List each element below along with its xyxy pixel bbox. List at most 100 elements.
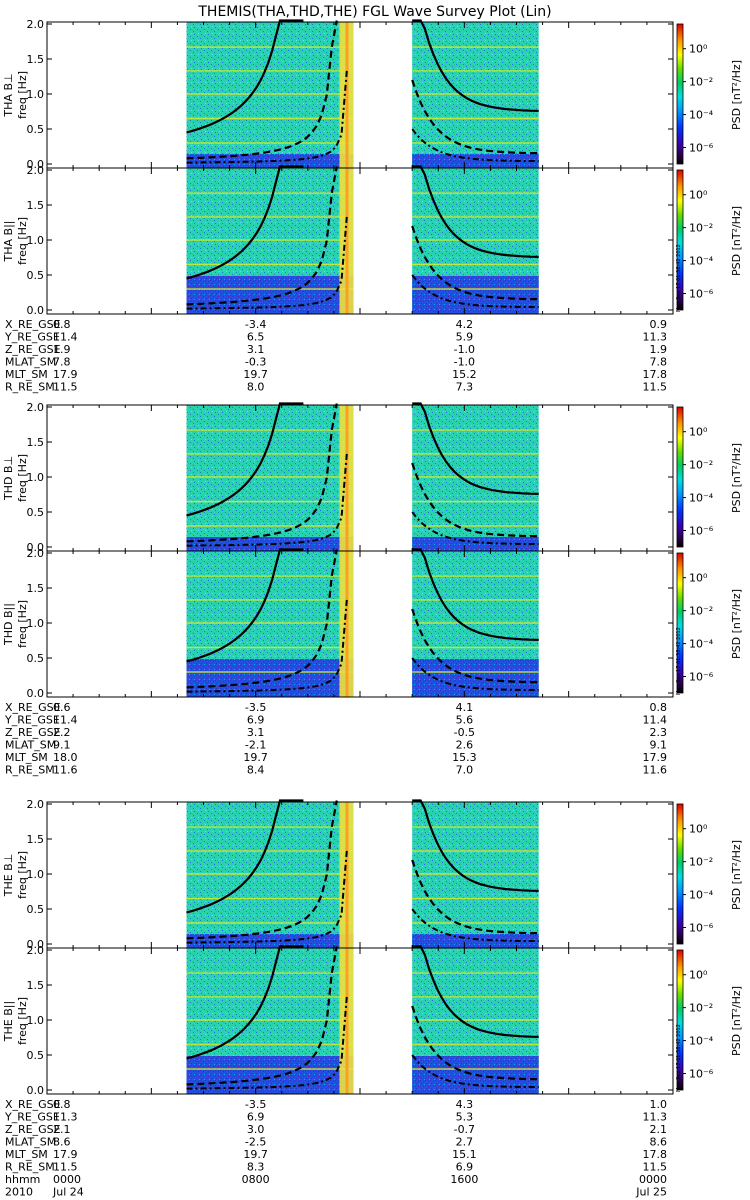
time-axis-value: 0000 bbox=[53, 1173, 81, 1186]
ephemeris-value: 3.0 bbox=[247, 1123, 265, 1136]
model-curve-dashdot bbox=[411, 128, 539, 163]
ephemeris-value: 0.6 bbox=[53, 701, 71, 714]
ephemeris-value: 0.9 bbox=[650, 318, 668, 331]
colorbar-label: PSD [nT²/Hz] bbox=[730, 60, 743, 130]
ephemeris-value: 17.9 bbox=[53, 1148, 78, 1161]
ephemeris-value: 6.9 bbox=[456, 1161, 474, 1174]
ephemeris-value: 11.5 bbox=[53, 381, 78, 394]
ephemeris-value: 17.8 bbox=[643, 368, 668, 381]
ephemeris-value: 2.2 bbox=[53, 726, 71, 739]
colorbar bbox=[676, 406, 684, 548]
ephemeris-value: -2.5 bbox=[245, 1136, 266, 1149]
model-curve-dashdot bbox=[411, 657, 539, 692]
ephemeris-value: 3.1 bbox=[247, 343, 265, 356]
ephemeris-value: 17.9 bbox=[643, 751, 668, 764]
freq-axis-label: freq [Hz] bbox=[16, 217, 29, 265]
colorbar-tick-label: 10⁰ bbox=[689, 572, 708, 585]
colorbar bbox=[676, 803, 684, 945]
ephemeris-value: 7.0 bbox=[456, 764, 474, 777]
panel-label: THE B⊥ bbox=[2, 854, 15, 898]
ephemeris-value: 11.3 bbox=[643, 1111, 668, 1124]
model-curve-dashed bbox=[411, 859, 539, 935]
ephemeris-value: 11.6 bbox=[53, 764, 78, 777]
y-tick-label: 1.5 bbox=[27, 582, 45, 595]
ephemeris-value: 6.5 bbox=[247, 331, 265, 344]
ephemeris-value: -0.7 bbox=[454, 1123, 475, 1136]
colorbar-tick-label: 10⁰ bbox=[689, 189, 708, 202]
low-frequency-noise bbox=[186, 537, 354, 551]
y-tick-label: 2.0 bbox=[27, 944, 45, 957]
panel-frame bbox=[46, 167, 674, 315]
panel-frame bbox=[46, 21, 674, 169]
ephemeris-value: 15.1 bbox=[452, 1148, 477, 1161]
y-tick-label: 0.0 bbox=[27, 687, 45, 700]
ephemeris-value: 15.3 bbox=[452, 751, 477, 764]
model-curve-solid bbox=[186, 799, 304, 914]
colorbar bbox=[676, 23, 684, 165]
model-curve-dashed bbox=[186, 20, 338, 160]
time-axis-row-label: 2010 bbox=[5, 1186, 33, 1199]
y-tick-label: 1.5 bbox=[27, 53, 45, 66]
panel-frame bbox=[46, 801, 674, 949]
ephemeris-value: 8.4 bbox=[247, 764, 265, 777]
ephemeris-name: X_RE_GSE bbox=[5, 1098, 61, 1111]
colorbar-tick-label: 10⁻² bbox=[689, 76, 713, 89]
ephemeris-value: 11.6 bbox=[643, 764, 668, 777]
time-axis-value: 0800 bbox=[242, 1173, 270, 1186]
panel-frame bbox=[46, 947, 674, 1095]
ephemeris-value: 19.7 bbox=[243, 368, 268, 381]
ephemeris-name: Z_RE_GSE bbox=[5, 343, 61, 356]
ephemeris-value: -0.3 bbox=[245, 356, 266, 369]
ephemeris-value: 11.3 bbox=[643, 331, 668, 344]
low-frequency-noise bbox=[186, 1056, 354, 1094]
model-curve-solid bbox=[186, 402, 304, 517]
ephemeris-value: 2.1 bbox=[53, 1123, 71, 1136]
model-curve-solid bbox=[412, 945, 539, 1038]
ephemeris-value: 11.3 bbox=[53, 1111, 78, 1124]
y-tick-label: 1.0 bbox=[27, 617, 45, 630]
model-curve-solid bbox=[412, 165, 539, 258]
ephemeris-value: -3.4 bbox=[245, 318, 266, 331]
colorbar-tick-label: 10⁻² bbox=[689, 459, 713, 472]
low-frequency-noise bbox=[186, 154, 354, 168]
y-tick-label: 0.5 bbox=[27, 652, 45, 665]
ephemeris-value: 18.0 bbox=[53, 751, 78, 764]
panel-label: THA B⊥ bbox=[2, 73, 15, 117]
model-curve-dashdot bbox=[411, 511, 539, 546]
model-curve-solid bbox=[186, 945, 304, 1060]
ephemeris-value: 7.8 bbox=[53, 356, 71, 369]
ephemeris-value: 3.1 bbox=[247, 726, 265, 739]
ephemeris-value: 11.4 bbox=[643, 714, 668, 727]
ephemeris-value: 0.8 bbox=[650, 701, 668, 714]
colorbar-label: PSD [nT²/Hz] bbox=[730, 840, 743, 910]
spectrogram-noise bbox=[412, 802, 539, 948]
spectrogram-noise bbox=[186, 22, 354, 168]
model-curve-dashdot bbox=[186, 453, 348, 547]
ephemeris-value: 4.2 bbox=[456, 318, 474, 331]
y-tick-label: 1.0 bbox=[27, 868, 45, 881]
ephemeris-value: 9.1 bbox=[650, 739, 668, 752]
bright-edge-core bbox=[345, 22, 349, 168]
colorbar bbox=[676, 949, 684, 1091]
bright-edge-core bbox=[345, 168, 349, 314]
y-tick-label: 1.5 bbox=[27, 199, 45, 212]
ephemeris-value: 4.1 bbox=[456, 701, 474, 714]
model-curve-solid bbox=[412, 548, 539, 641]
bright-edge-core bbox=[345, 551, 349, 697]
ephemeris-name: Y_RE_GSE bbox=[4, 714, 60, 727]
colorbar-tick-label: 10⁻⁶ bbox=[689, 525, 714, 538]
ephemeris-value: 17.8 bbox=[643, 1148, 668, 1161]
ephemeris-value: 11.5 bbox=[643, 1161, 668, 1174]
colorbar-label: PSD [nT²/Hz] bbox=[730, 443, 743, 513]
y-tick-label: 1.5 bbox=[27, 436, 45, 449]
spectrogram-noise bbox=[186, 802, 354, 948]
ephemeris-value: 8.3 bbox=[247, 1161, 265, 1174]
ephemeris-name: MLAT_SM bbox=[5, 739, 56, 752]
y-tick-label: 0.5 bbox=[27, 123, 45, 136]
colorbar-label: PSD [nT²/Hz] bbox=[730, 206, 743, 276]
y-tick-label: 0.5 bbox=[27, 1049, 45, 1062]
ephemeris-name: R_RE_SM bbox=[5, 764, 55, 777]
ephemeris-value: -3.5 bbox=[245, 1098, 266, 1111]
y-tick-label: 2.0 bbox=[27, 547, 45, 560]
ephemeris-value: 0.8 bbox=[53, 318, 71, 331]
